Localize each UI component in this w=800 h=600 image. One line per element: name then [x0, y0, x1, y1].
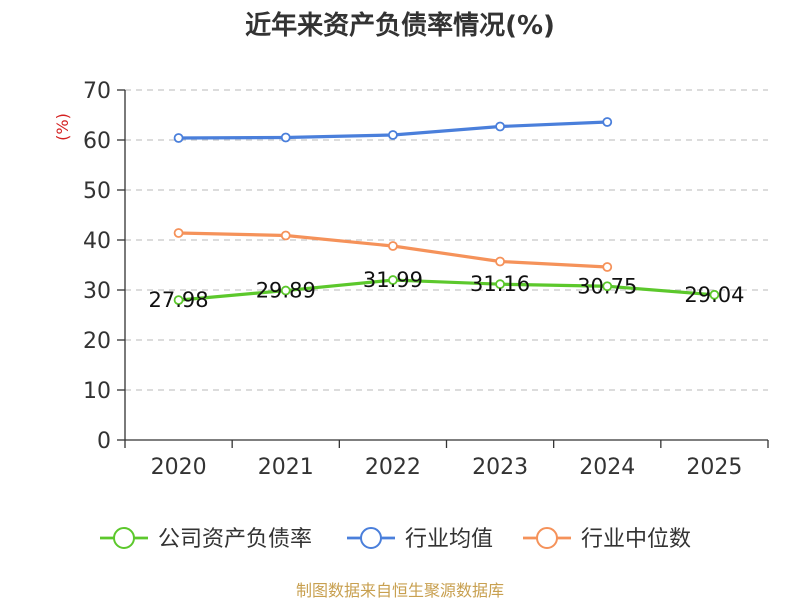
data-point[interactable]	[388, 130, 398, 140]
chart-title: 近年来资产负债率情况(%)	[245, 10, 555, 41]
y-tick-label: 60	[83, 129, 111, 154]
data-point[interactable]	[602, 117, 613, 127]
data-label: 30.75	[577, 274, 637, 298]
grid-lines	[125, 89, 768, 391]
legend-item-0[interactable]: 公司资产负债率	[100, 527, 312, 552]
y-tick-label: 50	[83, 179, 111, 204]
y-tick-label: 0	[97, 429, 111, 454]
y-axis-unit-label: (%)	[53, 113, 72, 141]
x-tick-label: 2023	[472, 455, 528, 480]
legend-circle-marker	[360, 527, 382, 549]
x-tick-label: 2020	[151, 455, 207, 480]
legend-label: 行业中位数	[581, 527, 691, 552]
data-labels: 27.98 29.89 31.99 31.16 30.75 29.04	[149, 268, 745, 312]
data-point[interactable]	[173, 295, 184, 306]
series-0	[173, 275, 720, 306]
legend-label: 公司资产负债率	[158, 527, 312, 552]
source-note: 制图数据来自恒生聚源数据库	[296, 581, 504, 600]
legend-circle-marker	[113, 527, 135, 549]
data-point[interactable]	[602, 281, 613, 292]
data-label: 27.98	[149, 288, 209, 312]
y-tick-label: 30	[83, 279, 111, 304]
data-point[interactable]	[388, 241, 398, 251]
data-label: 29.89	[256, 279, 316, 303]
y-tick-label: 10	[83, 379, 111, 404]
y-tick-label: 70	[83, 79, 111, 104]
data-point[interactable]	[495, 121, 505, 132]
data-point[interactable]	[280, 230, 291, 241]
y-tick-label: 40	[83, 229, 111, 254]
data-point[interactable]	[709, 289, 720, 300]
series-lines	[173, 117, 720, 306]
legend[interactable]: 公司资产负债率 行业均值 行业中位数	[100, 527, 691, 552]
data-point[interactable]	[173, 133, 184, 143]
x-tick-label: 2021	[258, 455, 314, 480]
data-point[interactable]	[495, 256, 505, 267]
axes: 0 10 20 30 40 50 60 70 2020 2021 2022 2023 2024 2025	[83, 79, 769, 480]
x-tick-label: 2022	[365, 455, 421, 480]
legend-label: 行业均值	[405, 527, 493, 552]
legend-item-1[interactable]: 行业均值	[347, 527, 493, 552]
data-label: 31.16	[470, 272, 530, 296]
series-2	[173, 228, 613, 272]
y-tick-label: 20	[83, 329, 111, 354]
series-line	[176, 278, 717, 302]
x-tick-label: 2025	[686, 455, 742, 480]
data-label: 29.04	[684, 283, 744, 307]
x-tick-label: 2024	[579, 455, 635, 480]
legend-circle-marker	[536, 527, 558, 549]
data-point[interactable]	[173, 228, 184, 238]
data-point[interactable]	[602, 262, 613, 272]
legend-item-2[interactable]: 行业中位数	[523, 527, 691, 552]
data-point[interactable]	[495, 279, 505, 290]
data-point[interactable]	[280, 132, 291, 143]
data-point[interactable]	[280, 285, 291, 296]
data-label: 31.99	[363, 268, 423, 292]
series-1	[173, 117, 613, 143]
data-point[interactable]	[388, 275, 398, 285]
